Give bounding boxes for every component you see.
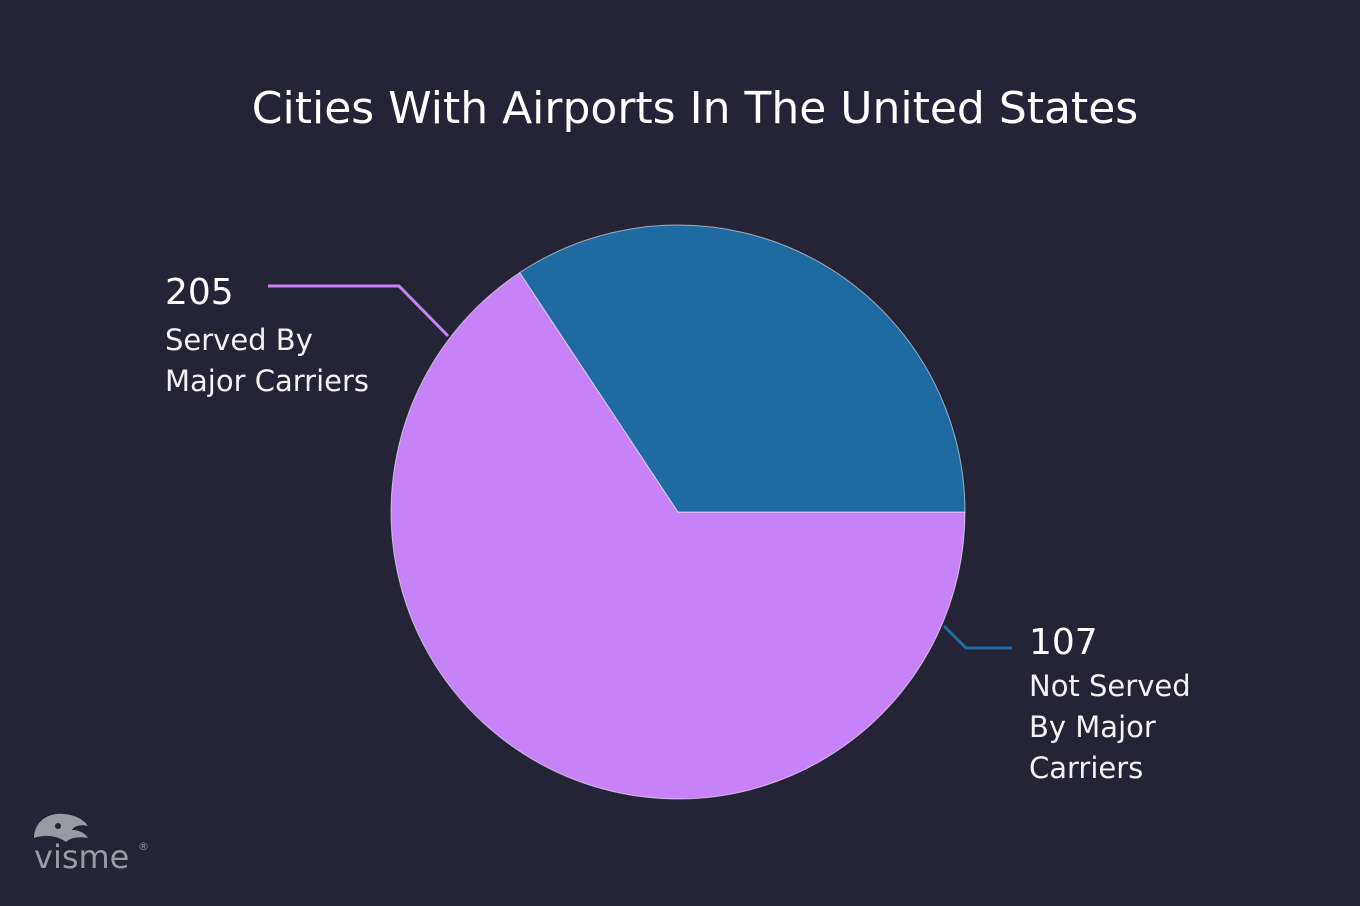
pie-slice-not-served [519, 224, 966, 513]
leader-lines [268, 284, 1012, 650]
slice-label-served: 205 Served By Major Carriers [165, 272, 369, 398]
slice-label-not-served-line-2: By Major [1029, 710, 1156, 744]
slice-label-served-line-2: Major Carriers [165, 364, 369, 398]
visme-logo: visme ® [34, 813, 149, 876]
slice-label-not-served-line-1: Not Served [1029, 669, 1191, 703]
pie-slices [390, 224, 966, 800]
registered-mark: ® [138, 840, 149, 853]
pie-slice-served [390, 271, 966, 800]
chart-title: Cities With Airports In The United State… [252, 83, 1138, 134]
visme-chameleon-icon [34, 813, 88, 842]
slice-label-served-line-1: Served By [165, 323, 313, 357]
visme-wordmark: visme [34, 838, 129, 876]
slice-label-not-served-line-3: Carriers [1029, 751, 1143, 785]
slice-value-served: 205 [165, 272, 234, 313]
leader-line-served [268, 284, 450, 338]
leader-line-not-served [942, 624, 1012, 650]
slice-label-not-served: 107 Not Served By Major Carriers [1029, 622, 1191, 785]
slice-value-not-served: 107 [1029, 622, 1098, 663]
